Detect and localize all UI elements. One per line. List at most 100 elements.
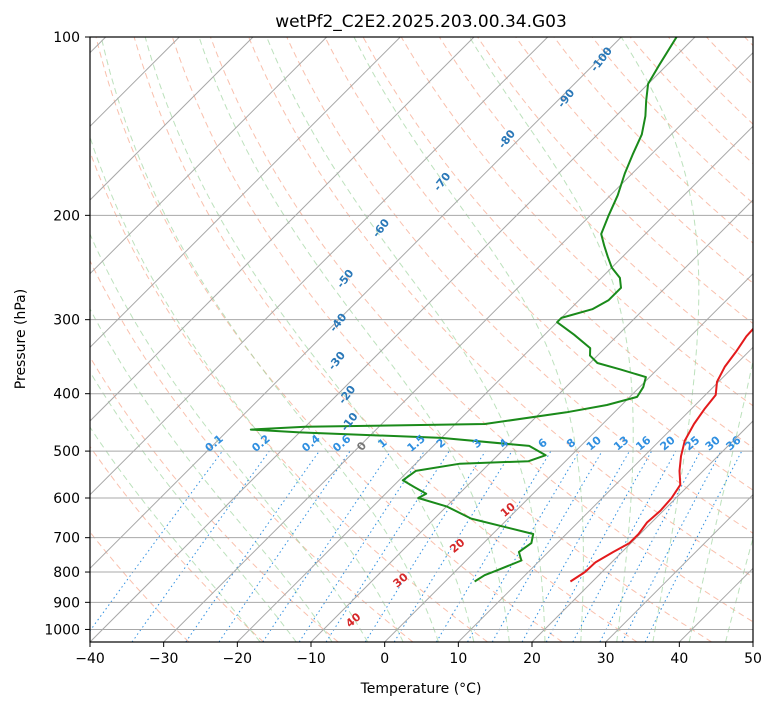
- moist-adiabat-label: -30: [326, 349, 349, 373]
- mixing-ratio-label: 13: [611, 434, 631, 454]
- moist-adiabat-label: -90: [555, 86, 578, 110]
- dewpoint-profile-line: [249, 37, 678, 583]
- moist-adiabat-line: [620, 37, 700, 642]
- x-tick-label: −40: [75, 651, 105, 667]
- moist-adiabat-line: [353, 37, 584, 642]
- mixing-ratio-line: [599, 450, 701, 642]
- moist-adiabat-line: [266, 37, 546, 642]
- isotherm-line: [605, 493, 753, 642]
- y-tick-label: 600: [53, 491, 80, 507]
- dry-adiabat-line: [248, 37, 753, 578]
- isotherm-line: [90, 37, 401, 349]
- isotherm-line: [163, 51, 753, 642]
- chart-title: wetPf2_C2E2.2025.203.00.34.G03: [275, 12, 567, 32]
- moist-adiabat-label: -40: [327, 311, 350, 335]
- x-tick-label: −30: [149, 651, 179, 667]
- isotherm-line: [752, 641, 753, 642]
- mixing-ratio-line: [185, 450, 320, 642]
- dry-adiabat-line: [95, 37, 563, 642]
- y-axis-label: Pressure (hPa): [13, 289, 29, 389]
- dry-adiabat-line: [706, 37, 753, 86]
- x-tick-label: −20: [223, 651, 253, 667]
- mixing-ratio-label: 30: [703, 433, 723, 453]
- mixing-ratio-line: [298, 450, 425, 642]
- y-tick-label: 300: [53, 313, 80, 329]
- moist-adiabat-line: [90, 232, 369, 642]
- dry-adiabat-line: [324, 37, 753, 491]
- dry-adiabat-line: [133, 37, 638, 642]
- moist-adiabat-line: [90, 308, 333, 642]
- mixing-ratio-line: [435, 450, 552, 642]
- dry-adiabat-line: [400, 37, 753, 407]
- mixing-ratio-line: [545, 450, 653, 642]
- dry-adiabat-line: [90, 150, 488, 642]
- moist-adiabat-line: [198, 37, 510, 642]
- x-tick-label: 20: [523, 651, 541, 667]
- dry-adiabat-line: [629, 37, 753, 165]
- y-tick-label: 500: [53, 444, 80, 460]
- dry-adiabat-line: [438, 37, 753, 366]
- x-tick-label: −10: [296, 651, 326, 667]
- x-tick-label: 30: [597, 651, 615, 667]
- x-tick-label: 40: [670, 651, 688, 667]
- moist-adiabat-line: [469, 37, 634, 642]
- isotherm-line: [90, 37, 328, 275]
- isotherm-line: [236, 125, 753, 642]
- moist-adiabat-line: [90, 370, 297, 642]
- y-tick-label: 100: [53, 30, 80, 46]
- isotherm-line: [457, 346, 753, 642]
- mixing-ratio-line: [325, 450, 450, 642]
- profile-lines: [249, 37, 753, 583]
- moist-adiabat-line: [90, 426, 261, 642]
- dry-adiabat-line: [90, 445, 264, 642]
- moist-adiabat-label: -80: [496, 127, 519, 151]
- dry-adiabat-label: 20: [447, 536, 467, 556]
- mixing-ratio-line: [364, 450, 486, 642]
- y-tick-label: 900: [53, 595, 80, 611]
- moist-adiabat-line: [688, 358, 753, 642]
- dry-adiabat-label: 30: [391, 570, 411, 590]
- y-tick-label: 1000: [44, 622, 80, 638]
- mixing-ratio-line: [90, 450, 223, 632]
- moist-adiabat-label: -50: [334, 267, 357, 291]
- dry-adiabat-line: [553, 37, 753, 244]
- mixing-ratio-label: 20: [658, 433, 678, 453]
- moist-adiabat-line: [90, 135, 404, 642]
- isotherm-line: [90, 37, 622, 570]
- isotherm-line: [90, 37, 475, 422]
- isotherm-line: [531, 420, 753, 642]
- plot-frame: [89, 36, 754, 643]
- moist-adiabat-line: [144, 37, 475, 642]
- dry-adiabat-line: [668, 37, 753, 125]
- mixing-ratio-line: [262, 450, 392, 642]
- isotherm-line: [90, 37, 696, 642]
- mixing-ratio-line: [572, 450, 677, 642]
- moist-adiabat-label: -60: [370, 216, 393, 240]
- isotherm-line: [384, 272, 753, 642]
- dry-adiabat-line: [90, 259, 414, 642]
- moist-adiabat-line: [100, 37, 439, 642]
- x-axis-label: Temperature (°C): [360, 681, 482, 697]
- moist-adiabat-line: [725, 536, 753, 642]
- moist-adiabat-label: -20: [336, 383, 359, 407]
- y-tick-label: 700: [53, 531, 80, 547]
- x-tick-label: 0: [380, 651, 389, 667]
- mixing-ratio-label: 36: [724, 433, 744, 453]
- dry-adiabat-line: [210, 37, 753, 623]
- mixing-ratio-label: 6: [536, 436, 550, 451]
- y-tick-label: 800: [53, 565, 80, 581]
- mixing-ratio-label: 3: [470, 436, 484, 451]
- line-labels: 0.1 0.2 0.4 0.6 1 1.5 2 3 4 6 8 10 13 16 20 25 30 36-100-…: [203, 44, 744, 630]
- mixing-ratio-label: 10: [584, 433, 604, 453]
- isotherm-line: [310, 199, 753, 642]
- x-tick-label: 10: [449, 651, 467, 667]
- isotherm-line: [90, 37, 549, 496]
- dry-adiabat-line: [90, 356, 339, 642]
- dry-adiabat-line: [515, 37, 753, 284]
- mixing-ratio-line: [644, 450, 743, 642]
- background-lines: [90, 37, 753, 642]
- dry-adiabat-line: [362, 37, 753, 449]
- mixing-ratio-line: [218, 450, 351, 642]
- isotherm-line: [678, 567, 753, 642]
